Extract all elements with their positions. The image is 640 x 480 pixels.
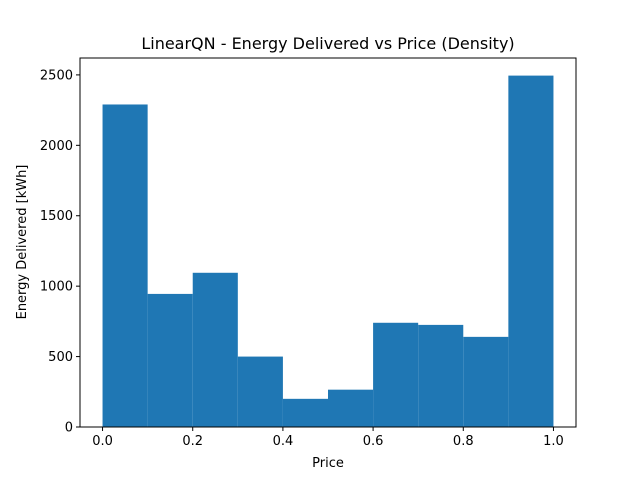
y-tick-label: 2500	[40, 68, 73, 83]
histogram-bar	[237, 356, 283, 427]
x-tick-label: 0.6	[363, 434, 384, 449]
histogram-bar	[282, 398, 328, 427]
histogram-bar	[147, 293, 193, 427]
histogram-bar	[102, 104, 148, 427]
y-tick-label: 0	[65, 421, 73, 436]
y-tick-label: 1000	[40, 280, 73, 295]
x-tick-label: 1.0	[543, 434, 564, 449]
chart-title: LinearQN - Energy Delivered vs Price (De…	[141, 34, 514, 53]
histogram-bar	[373, 322, 419, 427]
y-tick-label: 1500	[40, 209, 73, 224]
x-tick-label: 0.8	[453, 434, 474, 449]
y-axis: 0 500 1000 1500 2000 2500	[40, 68, 80, 436]
histogram-bar	[418, 324, 464, 427]
histogram-bar	[192, 272, 238, 427]
x-tick-label: 0.2	[182, 434, 203, 449]
plot-frame	[79, 57, 577, 428]
x-tick-label: 0.4	[273, 434, 294, 449]
y-axis-label: Energy Delivered [kWh]	[15, 165, 30, 320]
bars-group	[102, 75, 554, 427]
histogram-bar	[508, 75, 554, 427]
histogram-bar	[463, 336, 509, 427]
x-axis-label: Price	[312, 456, 344, 471]
y-tick-label: 2000	[40, 139, 73, 154]
x-tick-label: 0.0	[92, 434, 113, 449]
histogram-bar	[328, 389, 374, 427]
y-tick-label: 500	[48, 350, 73, 365]
x-axis: 0.0 0.2 0.4 0.6 0.8 1.0	[92, 427, 564, 449]
